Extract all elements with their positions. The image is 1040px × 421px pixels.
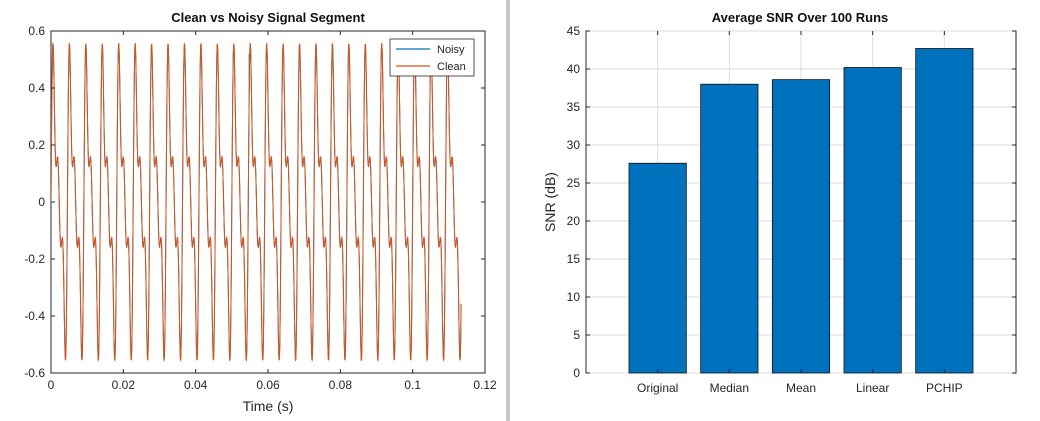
bar-chart-ticks: 0 5 10 15 20 25 30 35 40 45 Original Median Mean Line… [567,24,1016,395]
y-tick-label: 5 [573,328,580,342]
x-tick-label-linear: Linear [856,381,889,395]
series-line-clean [51,42,462,362]
bar-chart: Average SNR Over 100 Runs 0 5 10 15 20 25 30 35… [542,10,1017,395]
line-chart-ticks: 0 0.02 0.04 0.06 0.08 0.1 0.12 -0.6 -0.4 -0.2 0 0.2… [24,24,497,392]
bar-linear [843,67,902,374]
legend-label-clean: Clean [437,61,466,73]
y-tick-label: 25 [567,176,581,190]
y-tick-label: 0.4 [28,81,45,95]
x-tick-label-mean: Mean [786,381,816,395]
bar-original [628,162,687,374]
legend-label-noisy: Noisy [437,44,465,56]
line-chart-title: Clean vs Noisy Signal Segment [171,10,365,25]
x-tick-label: 0.1 [404,378,421,392]
y-tick-label: -0.2 [24,252,45,266]
line-plot-area [51,42,462,362]
line-chart-legend: Noisy Clean [389,38,475,77]
y-tick-label: 40 [567,62,581,76]
y-tick-label: 10 [567,290,581,304]
x-tick-label-pchip: PCHIP [926,381,963,395]
y-tick-label: -0.6 [24,366,45,380]
y-tick-label: 0 [38,195,45,209]
x-tick-label: 0 [48,378,55,392]
bar-mean [771,79,831,374]
y-tick-label: 30 [567,138,581,152]
x-tick-label-original: Original [637,381,678,395]
line-chart: Clean vs Noisy Signal Segment 0 0.02 0.04 0… [24,10,497,414]
y-tick-label: 15 [567,252,581,266]
bar-chart-bars [628,48,974,374]
bar-chart-ylabel: SNR (dB) [542,172,558,232]
x-tick-label: 0.08 [329,378,353,392]
bar-median [700,83,759,374]
y-tick-label: 20 [567,214,581,228]
x-tick-label: 0.12 [473,378,497,392]
bar-chart-title: Average SNR Over 100 Runs [712,10,889,25]
bar-pchip [915,48,974,374]
panel-divider [506,0,510,421]
x-tick-label: 0.06 [256,378,280,392]
x-tick-label-median: Median [710,381,749,395]
y-tick-label: 0.2 [28,138,45,152]
y-tick-label: 0 [573,366,580,380]
legend-box [389,38,475,77]
line-chart-xlabel: Time (s) [243,398,294,414]
y-tick-label: 0.6 [28,24,45,38]
y-tick-label: -0.4 [24,309,45,323]
y-tick-label: 35 [567,100,581,114]
x-tick-label: 0.02 [112,378,136,392]
y-tick-label: 45 [567,24,581,38]
x-tick-label: 0.04 [184,378,208,392]
